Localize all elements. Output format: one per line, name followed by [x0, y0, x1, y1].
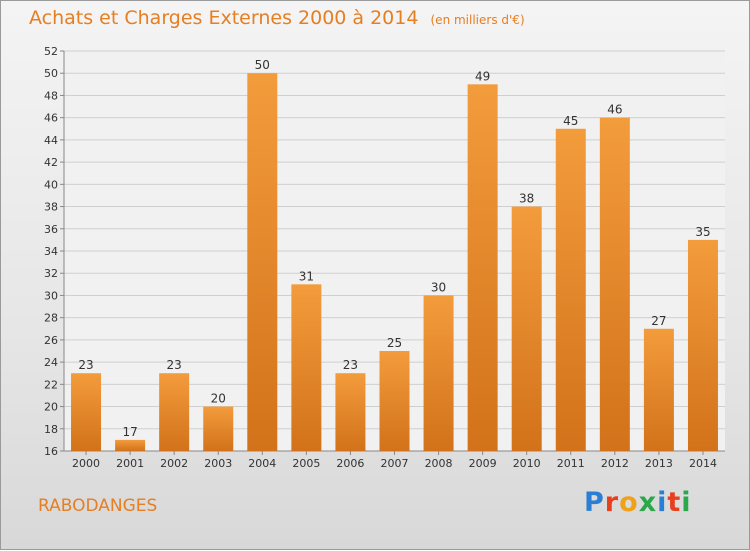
x-tick-label: 2013	[645, 457, 673, 470]
bar	[467, 84, 498, 451]
data-label: 20	[211, 392, 226, 406]
bar	[555, 128, 586, 451]
data-label: 45	[563, 114, 578, 128]
bar	[115, 439, 146, 451]
chart-title-text: Achats et Charges Externes 2000 à 2014	[29, 7, 419, 29]
x-tick-label: 2012	[601, 457, 629, 470]
bar	[203, 406, 234, 451]
data-label: 35	[695, 225, 710, 239]
y-tick-label: 28	[44, 312, 58, 325]
x-tick-label: 2001	[116, 457, 144, 470]
y-tick-label: 22	[44, 378, 58, 391]
y-tick-label: 52	[44, 45, 58, 58]
town-name: RABODANGES	[38, 496, 158, 516]
x-tick-label: 2007	[381, 457, 409, 470]
x-tick-label: 2011	[557, 457, 585, 470]
data-label: 49	[475, 69, 490, 83]
bar	[379, 351, 410, 451]
x-tick-label: 2008	[425, 457, 453, 470]
y-tick-label: 34	[44, 245, 58, 258]
x-tick-label: 2009	[469, 457, 497, 470]
bar	[335, 373, 366, 451]
data-label: 30	[431, 280, 446, 294]
chart-unit: (en milliers d'€)	[430, 13, 525, 27]
bar	[687, 239, 718, 451]
data-label: 27	[651, 314, 666, 328]
bar	[423, 295, 454, 451]
y-tick-label: 18	[44, 423, 58, 436]
bar	[247, 73, 278, 451]
y-tick-label: 30	[44, 289, 58, 302]
y-tick-label: 48	[44, 89, 58, 102]
y-tick-label: 36	[44, 223, 58, 236]
y-tick-label: 32	[44, 267, 58, 280]
bar	[291, 284, 322, 451]
y-tick-label: 16	[44, 445, 58, 458]
x-tick-label: 2000	[72, 457, 100, 470]
data-label: 23	[78, 358, 93, 372]
y-tick-label: 26	[44, 334, 58, 347]
data-label: 23	[167, 358, 182, 372]
x-tick-label: 2006	[336, 457, 364, 470]
bar	[511, 206, 542, 451]
y-tick-label: 50	[44, 67, 58, 80]
y-tick-label: 42	[44, 156, 58, 169]
data-label: 46	[607, 103, 622, 117]
bar	[643, 328, 674, 451]
y-tick-label: 46	[44, 112, 58, 125]
data-label: 25	[387, 336, 402, 350]
x-tick-label: 2003	[204, 457, 232, 470]
data-label: 23	[343, 358, 358, 372]
data-label: 50	[255, 58, 270, 72]
y-tick-label: 24	[44, 356, 58, 369]
y-tick-label: 44	[44, 134, 58, 147]
x-tick-label: 2010	[513, 457, 541, 470]
y-tick-label: 20	[44, 401, 58, 414]
bar	[159, 373, 190, 451]
bar	[71, 373, 102, 451]
y-tick-label: 38	[44, 201, 58, 214]
x-tick-label: 2002	[160, 457, 188, 470]
x-tick-label: 2004	[248, 457, 276, 470]
proxiti-logo: Proxiti	[584, 487, 692, 518]
data-label: 38	[519, 192, 534, 206]
chart-title: Achats et Charges Externes 2000 à 2014 (…	[29, 7, 525, 29]
x-tick-label: 2005	[292, 457, 320, 470]
data-label: 31	[299, 269, 314, 283]
x-tick-label: 2014	[689, 457, 717, 470]
y-tick-label: 40	[44, 178, 58, 191]
data-label: 17	[122, 425, 137, 439]
bar	[599, 117, 630, 452]
